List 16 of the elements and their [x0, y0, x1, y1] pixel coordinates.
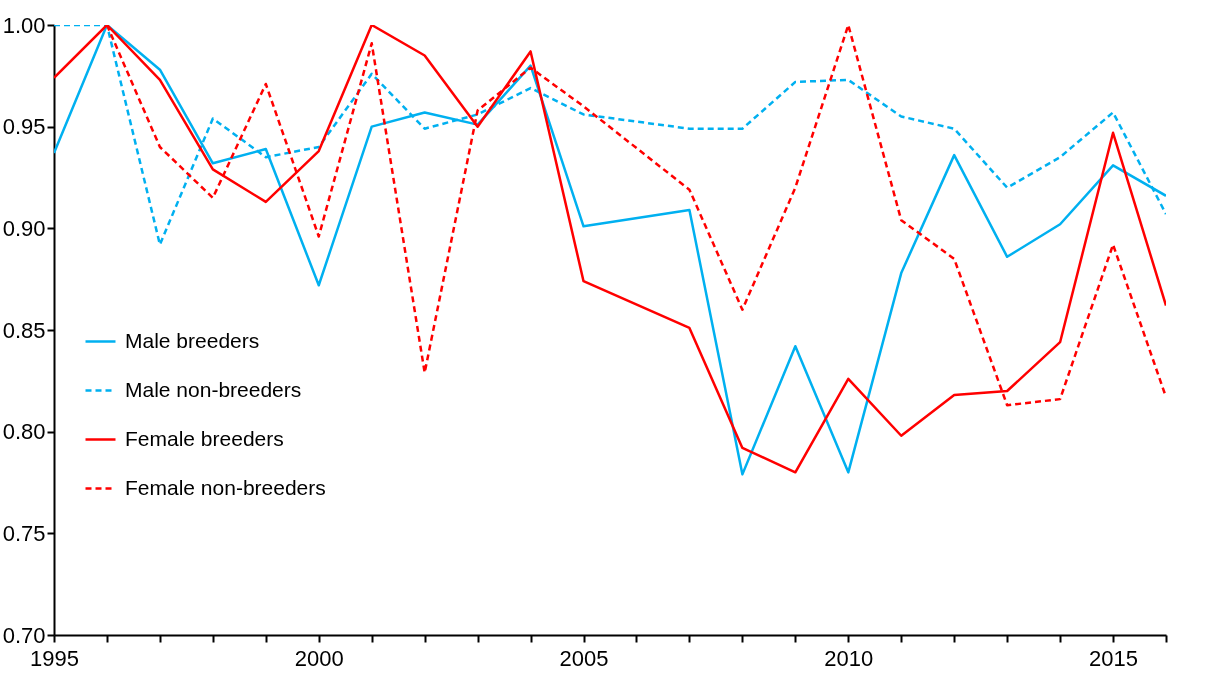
y-tick-label: 1.00: [2, 12, 46, 38]
x-tick-label: 2000: [294, 645, 344, 671]
y-tick-label: 0.70: [2, 622, 46, 648]
legend-label: Male non-breeders: [125, 377, 302, 401]
legend-label: Male breeders: [125, 328, 260, 352]
y-tick-label: 0.80: [2, 419, 46, 445]
x-tick-label: 2015: [1089, 645, 1139, 671]
x-tick-label: 1995: [30, 645, 79, 671]
x-tick-label: 2010: [824, 645, 874, 671]
y-tick-label: 0.75: [2, 520, 46, 546]
y-tick-label: 0.90: [2, 215, 46, 241]
y-tick-label: 0.95: [2, 114, 46, 140]
x-tick-label: 2005: [559, 645, 609, 671]
legend-label: Female non-breeders: [125, 475, 326, 499]
y-tick-label: 0.85: [2, 317, 46, 343]
legend-label: Female breeders: [125, 426, 284, 450]
